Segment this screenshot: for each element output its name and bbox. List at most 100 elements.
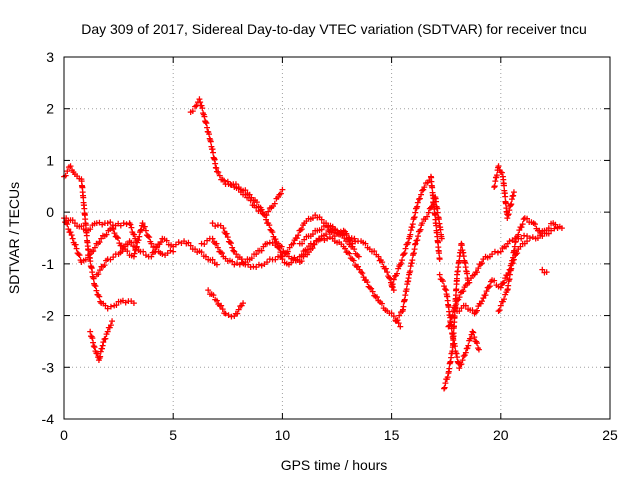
trace-marker: +: [446, 308, 453, 321]
trace-marker: +: [162, 248, 169, 261]
trace-marker: +: [336, 228, 343, 241]
trace-marker: +: [296, 224, 303, 237]
trace-marker: +: [431, 207, 438, 220]
data-point: +: [559, 222, 566, 235]
trace-marker: +: [508, 197, 515, 210]
trace-marker: +: [219, 246, 226, 259]
trace-marker: +: [255, 244, 262, 257]
trace-marker: +: [201, 237, 208, 250]
trace-marker: +: [492, 245, 499, 258]
trace-marker: +: [508, 257, 515, 270]
trace-marker: +: [488, 275, 495, 288]
trace-marker: +: [447, 316, 454, 329]
trace-marker: +: [449, 310, 456, 323]
trace-marker: +: [505, 267, 512, 280]
trace-marker: +: [266, 218, 273, 231]
trace-marker: +: [505, 274, 512, 287]
trace-marker: +: [155, 245, 162, 258]
trace-marker: +: [132, 240, 139, 253]
trace-marker: +: [283, 257, 290, 270]
trace-marker: +: [83, 226, 90, 239]
trace-marker: +: [210, 146, 217, 159]
trace-marker: +: [69, 214, 76, 227]
trace-marker: +: [107, 223, 114, 236]
trace-marker: +: [251, 199, 258, 212]
trace-marker: +: [133, 243, 140, 256]
trace-marker: +: [466, 334, 473, 347]
trace-marker: +: [438, 230, 445, 243]
trace-marker: +: [460, 285, 467, 298]
trace-marker: +: [449, 308, 456, 321]
trace-marker: +: [64, 164, 71, 177]
trace-marker: +: [216, 245, 223, 258]
trace-marker: +: [204, 234, 211, 247]
trace-marker: +: [215, 165, 222, 178]
data-point: +: [541, 224, 548, 237]
trace-marker: +: [334, 236, 341, 249]
trace-marker: +: [401, 247, 408, 260]
trace-marker: +: [79, 180, 86, 193]
trace-marker: +: [288, 252, 295, 265]
trace-marker: +: [213, 162, 220, 175]
trace-marker: +: [107, 253, 114, 266]
trace-marker: +: [131, 247, 138, 260]
trace-marker: +: [124, 245, 131, 258]
trace-marker: +: [85, 249, 92, 262]
trace-marker: +: [267, 223, 274, 236]
data-point: +: [356, 250, 363, 263]
trace-marker: +: [437, 223, 444, 236]
data-point: +: [465, 273, 472, 286]
data-point: +: [279, 250, 286, 263]
trace-marker: +: [238, 183, 245, 196]
trace-marker: +: [496, 164, 503, 177]
data-point: +: [98, 297, 105, 310]
trace-marker: +: [413, 201, 420, 214]
trace-marker: +: [456, 249, 463, 262]
trace-marker: +: [206, 127, 213, 140]
trace-marker: +: [318, 213, 325, 226]
trace-marker: +: [442, 282, 449, 295]
trace-marker: +: [206, 232, 213, 245]
trace-marker: +: [510, 246, 517, 259]
trace-marker: +: [474, 337, 481, 350]
trace-marker: +: [418, 218, 425, 231]
data-point: +: [349, 237, 356, 250]
data-point: +: [231, 258, 238, 271]
trace-marker: +: [436, 217, 443, 230]
data-point: +: [495, 304, 502, 317]
trace-marker: +: [233, 248, 240, 261]
trace-marker: +: [461, 349, 468, 362]
trace-marker: +: [310, 237, 317, 250]
data-point: +: [463, 299, 470, 312]
trace-marker: +: [483, 285, 490, 298]
trace-marker: +: [423, 176, 430, 189]
trace-marker: +: [394, 267, 401, 280]
trace-marker: +: [346, 231, 353, 244]
trace-marker: +: [447, 356, 454, 369]
data-point: +: [504, 211, 511, 224]
trace-marker: +: [376, 254, 383, 267]
trace-marker: +: [261, 208, 268, 221]
trace-marker: +: [503, 205, 510, 218]
trace-marker: +: [496, 303, 503, 316]
trace-marker: +: [394, 314, 401, 327]
trace-marker: +: [233, 178, 240, 191]
trace-marker: +: [436, 246, 443, 259]
trace-marker: +: [450, 339, 457, 352]
trace-marker: +: [257, 244, 264, 257]
data-point: +: [480, 253, 487, 266]
data-point: +: [224, 175, 231, 188]
trace-marker: +: [501, 293, 508, 306]
trace-marker: +: [524, 212, 531, 225]
trace-marker: +: [512, 235, 519, 248]
trace-marker: +: [518, 232, 525, 245]
trace-marker: +: [404, 275, 411, 288]
data-point: +: [131, 250, 138, 263]
data-point: +: [231, 310, 238, 323]
trace-marker: +: [292, 254, 299, 267]
trace-marker: +: [235, 303, 242, 316]
series-track-19: ++++++++++++++++++++++++++++++++++++++++…: [495, 211, 561, 317]
trace-marker: +: [210, 151, 217, 164]
trace-marker: +: [420, 183, 427, 196]
